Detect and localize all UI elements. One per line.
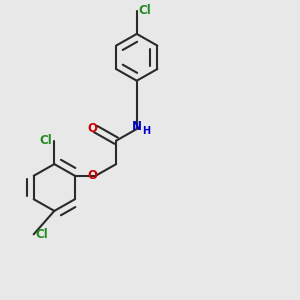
Text: Cl: Cl	[40, 134, 52, 147]
Text: Cl: Cl	[36, 228, 48, 241]
Text: O: O	[87, 169, 97, 182]
Text: Cl: Cl	[139, 4, 152, 17]
Text: H: H	[142, 126, 150, 136]
Text: O: O	[87, 122, 97, 136]
Text: N: N	[132, 120, 142, 134]
